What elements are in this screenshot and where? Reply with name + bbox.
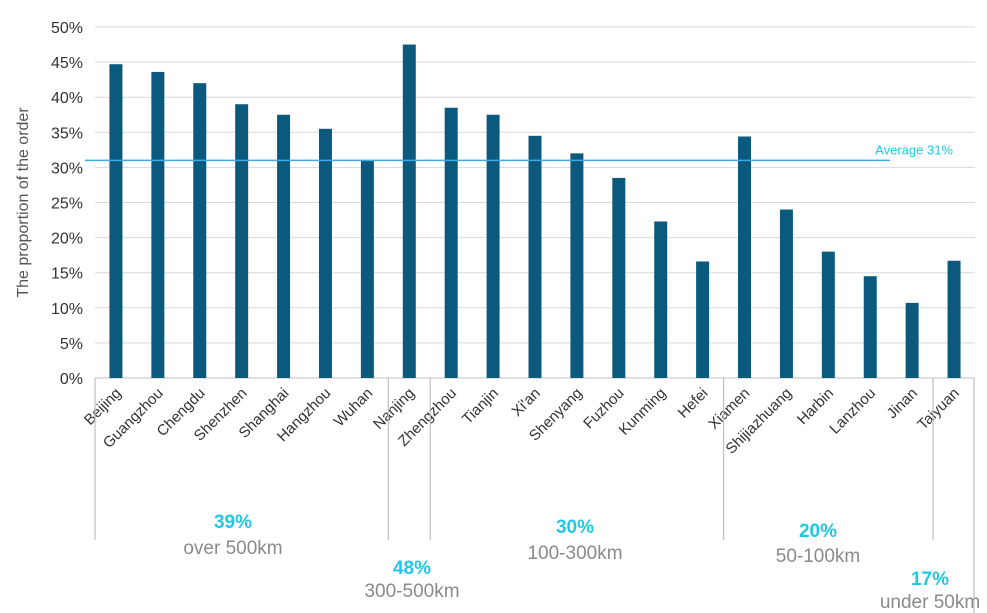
category-label: Kunming [616, 385, 670, 439]
bar-lanzhou [863, 276, 877, 378]
x-axis-categories: BeijingGuangzhouChengduShenzhenShanghaiH… [81, 385, 963, 458]
group-percentage: 20% [799, 521, 837, 542]
bar-tianjin [486, 114, 500, 378]
y-tick-label: 15% [51, 266, 83, 283]
group-percentage: 48% [393, 558, 431, 579]
group-distance-label: 100-300km [527, 543, 622, 564]
average-line-group: Average 31% [85, 142, 953, 162]
category-label: Lanzhou [826, 385, 879, 438]
category-label: Jinan [884, 385, 921, 422]
y-tick-label: 0% [60, 371, 83, 388]
category-label: Hefei [675, 385, 712, 422]
group-percentage: 30% [556, 517, 594, 538]
category-label: Xi'an [509, 385, 544, 420]
bar-xian [528, 135, 542, 378]
y-tick-label: 10% [51, 301, 83, 318]
bars [109, 44, 961, 379]
y-axis-ticks: 0% 5% 10% 15% 20% 25% 30% 35% 40% 45% 50% [51, 20, 83, 388]
bar-kunming [654, 221, 668, 378]
y-tick-label: 35% [51, 125, 83, 142]
group-distance-label: 300-500km [364, 581, 459, 602]
bar-nanjing [402, 44, 416, 379]
bar-fuzhou [612, 177, 626, 378]
bar-hangzhou [318, 128, 332, 378]
bar-shanghai [277, 114, 291, 378]
group-distance-label: under 50km [880, 592, 980, 613]
bar-shenyang [570, 153, 584, 378]
distance-groups: 39% over 500km 48%300-500km 30% 100-300km 20%… [94, 378, 980, 613]
bar-jinan [905, 302, 919, 378]
y-tick-label: 25% [51, 196, 83, 213]
group-distance-label: over 500km [183, 538, 282, 559]
average-label: Average 31% [875, 142, 953, 157]
y-tick-label: 40% [51, 90, 83, 107]
group-distance-label: 50-100km [776, 546, 861, 567]
y-tick-label: 45% [51, 55, 83, 72]
category-label: Taiyuan [914, 385, 963, 434]
y-tick-label: 20% [51, 231, 83, 248]
group-percentage: 17% [911, 569, 949, 590]
bar-taiyuan [947, 260, 961, 378]
bar-zhengzhou [444, 107, 458, 378]
y-tick-label: 5% [60, 336, 83, 353]
bar-xiamen [738, 136, 752, 378]
bar-wuhan [360, 160, 374, 378]
bar-shenzhen [235, 104, 249, 378]
category-label: Wuhan [331, 385, 376, 430]
y-tick-label: 30% [51, 160, 83, 177]
bar-harbin [821, 251, 835, 378]
group-percentage: 39% [214, 512, 252, 533]
y-tick-label: 50% [51, 20, 83, 37]
y-axis-label: The proportion of the order [15, 107, 32, 298]
category-label: Tianjin [459, 385, 502, 428]
bar-guangzhou [151, 71, 165, 378]
bar-hefei [696, 261, 710, 378]
bar-shijiazhuang [779, 209, 793, 378]
bar-chengdu [193, 83, 207, 378]
bar-beijing [109, 64, 123, 379]
